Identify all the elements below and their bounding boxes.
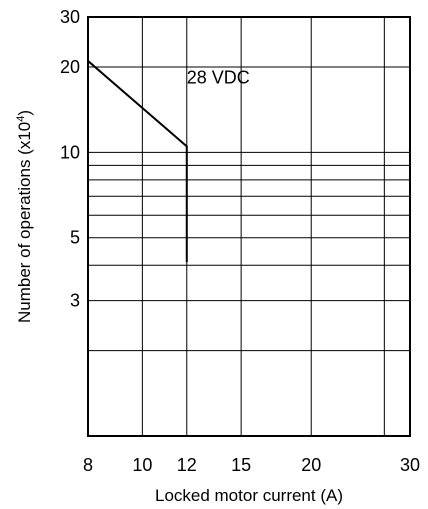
x-tick-label: 12 bbox=[177, 455, 197, 475]
y-axis-title-superscript: 4 bbox=[15, 116, 27, 122]
annotations: 28 VDC bbox=[187, 67, 250, 87]
y-tick-labels: 30 20 10 5 3 bbox=[60, 7, 80, 311]
y-tick-label: 30 bbox=[60, 7, 80, 27]
grid-layer bbox=[88, 17, 410, 436]
x-tick-labels: 8 10 12 15 20 30 bbox=[83, 455, 420, 475]
x-tick-label: 10 bbox=[132, 455, 152, 475]
y-tick-label: 20 bbox=[60, 57, 80, 77]
series-layer bbox=[87, 60, 188, 263]
y-tick-label: 10 bbox=[60, 142, 80, 162]
y-tick-label: 5 bbox=[70, 228, 80, 248]
x-tick-label: 20 bbox=[301, 455, 321, 475]
x-tick-label: 8 bbox=[83, 455, 93, 475]
x-tick-label: 30 bbox=[400, 455, 420, 475]
plot-frame bbox=[87, 16, 411, 437]
series-line bbox=[87, 60, 188, 263]
x-tick-label: 15 bbox=[231, 455, 251, 475]
y-axis-title-main: Number of operations (x10 bbox=[15, 122, 34, 323]
x-axis-title: Locked motor current (A) bbox=[155, 486, 343, 505]
y-axis-title: Number of operations (x104) bbox=[15, 110, 34, 323]
y-tick-label: 3 bbox=[70, 291, 80, 311]
y-axis-title-close: ) bbox=[15, 110, 34, 116]
annotation-label: 28 VDC bbox=[187, 67, 250, 87]
